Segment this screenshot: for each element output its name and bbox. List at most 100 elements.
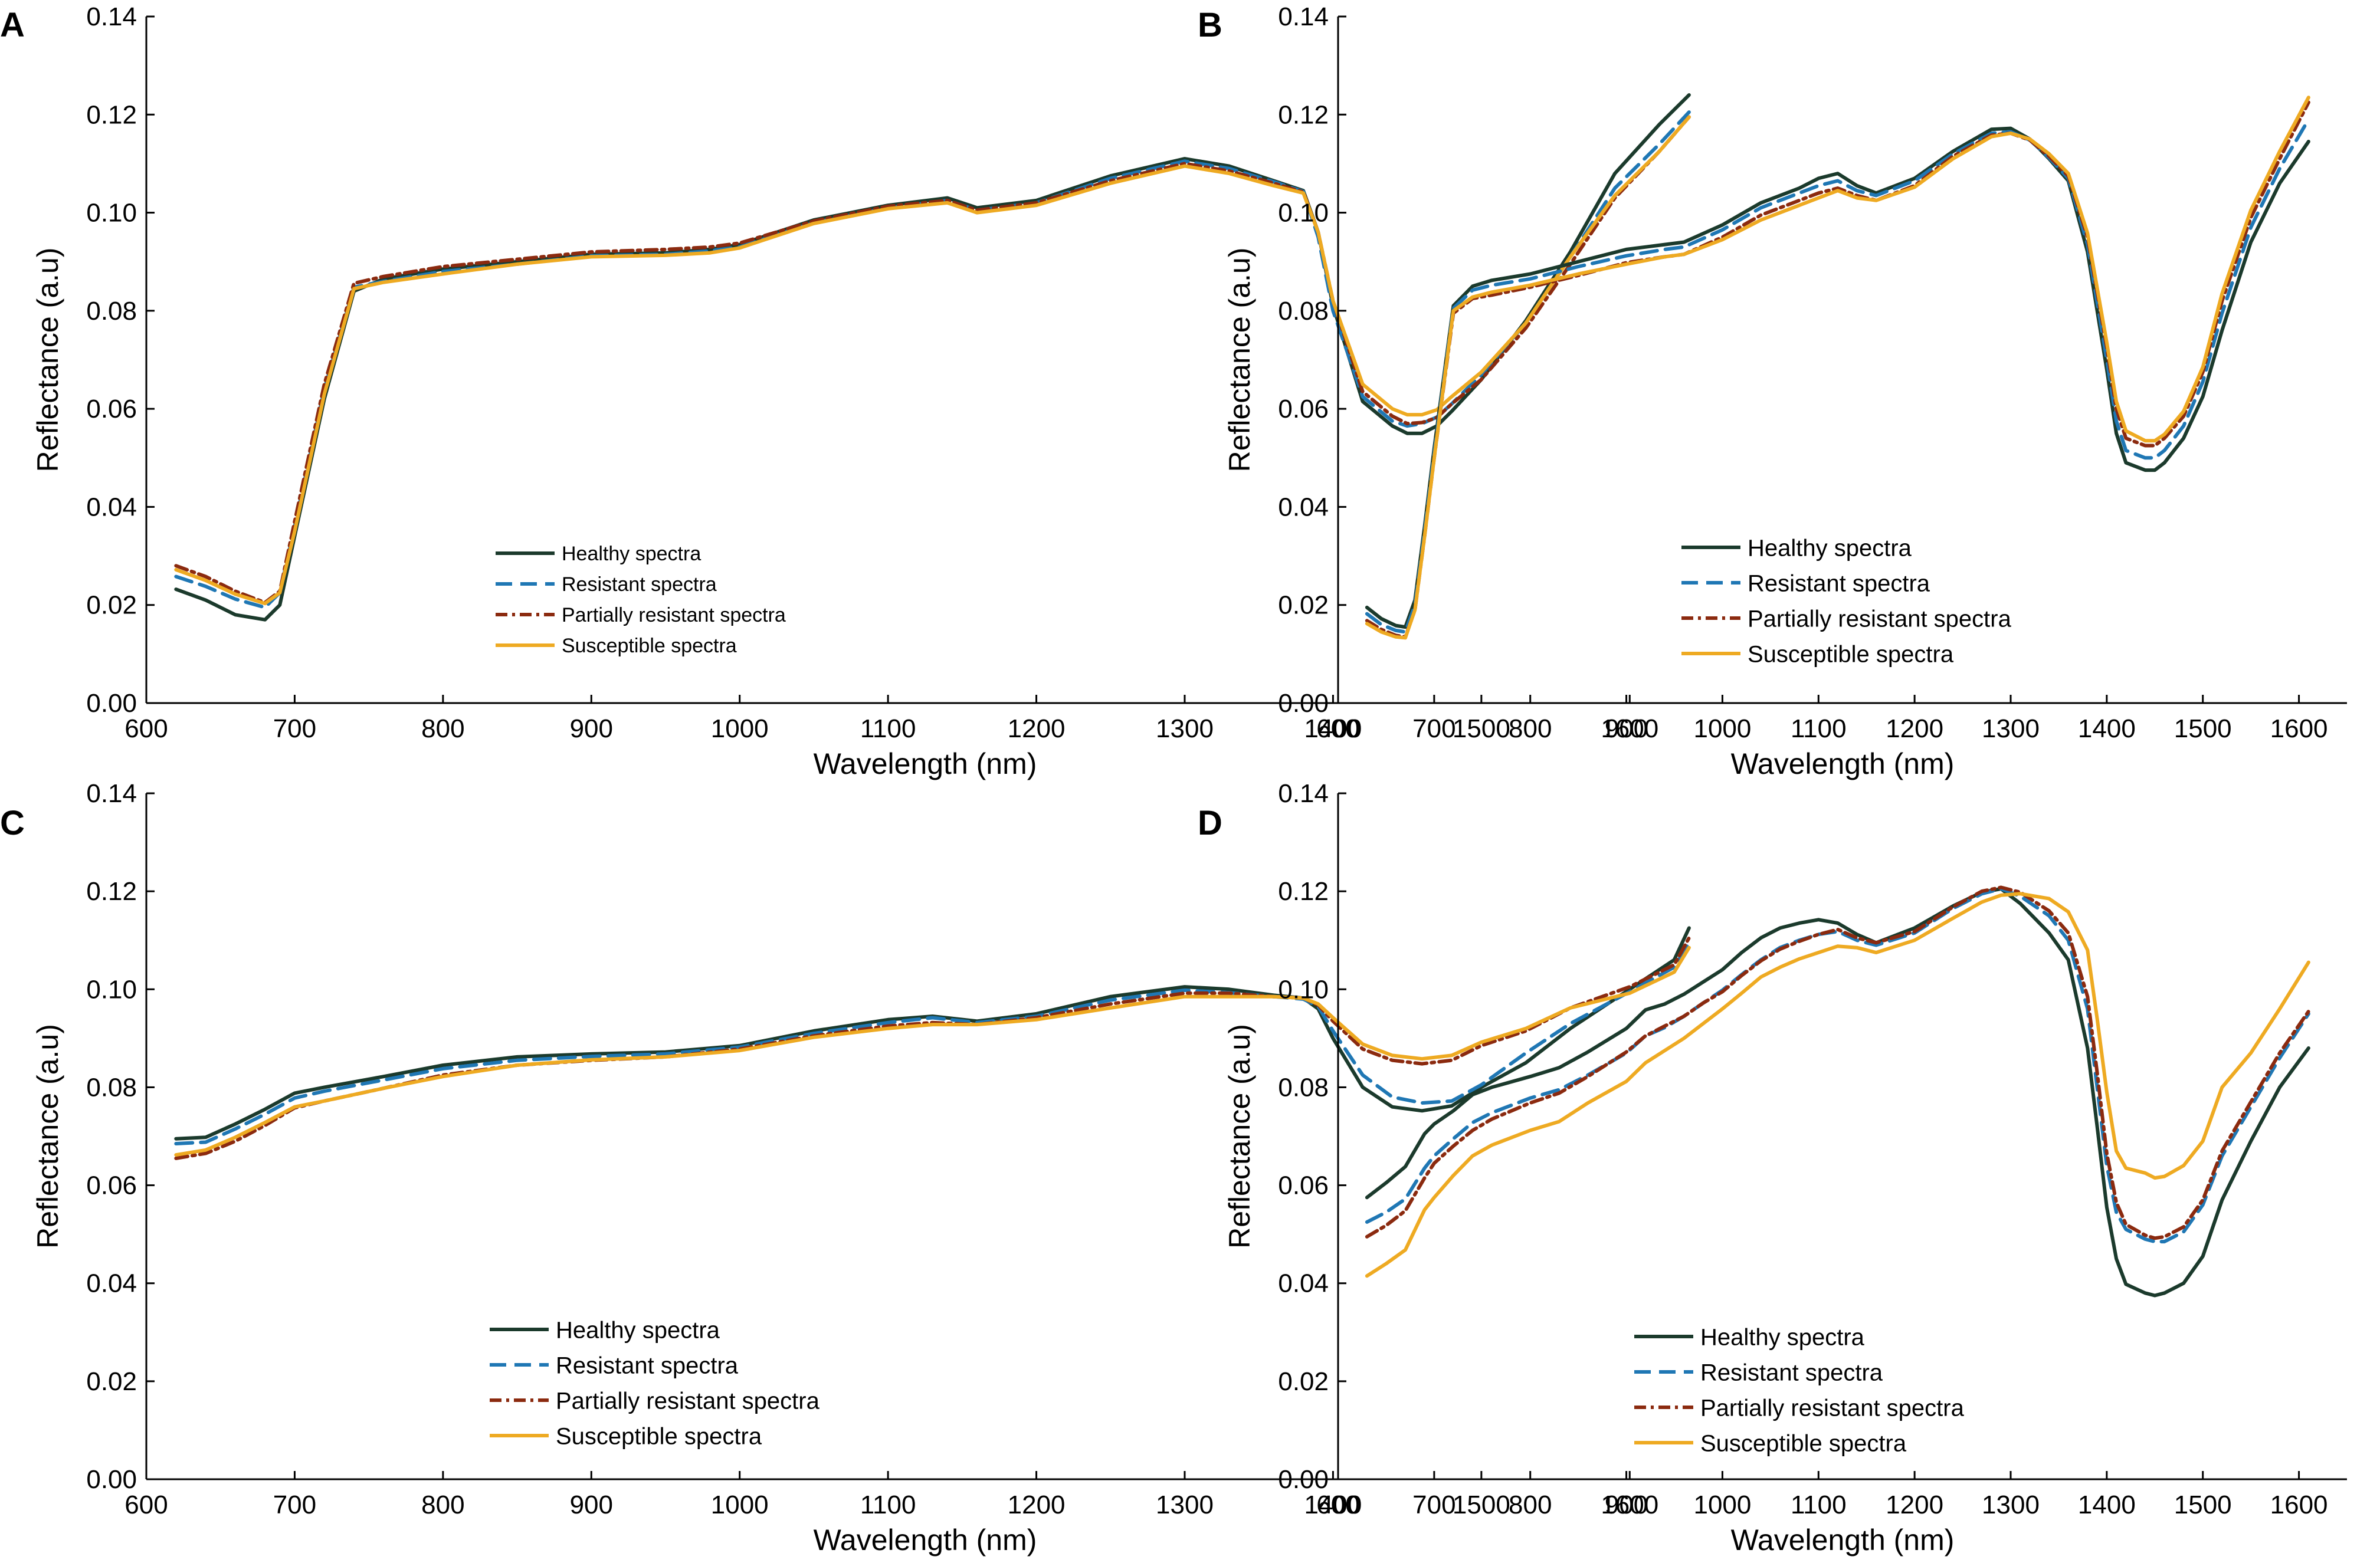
panel-d: D 600 700 800 900 1000 1100 1200 1300 1400 1500 160…: [1198, 779, 2347, 1557]
y-tick-label: 0.04: [1278, 492, 1329, 521]
y-tick-label: 0.00: [86, 689, 137, 718]
y-tick-label: 0.08: [86, 1073, 137, 1102]
series-line-healthy: [1365, 887, 2310, 1298]
series-line-resistant: [1365, 887, 2310, 1244]
y-tick-label: 0.12: [86, 100, 137, 129]
series-line-resistant: [174, 941, 1691, 1145]
legend-label-susceptible: Susceptible spectra: [556, 1423, 762, 1449]
x-tick-label: 1000: [711, 714, 769, 743]
x-tick-label: 1400: [1304, 714, 1362, 743]
legend-label-healthy: Healthy spectra: [1700, 1324, 1865, 1350]
legend-label-partial: Partially resistant spectra: [1700, 1395, 1965, 1421]
x-tick-label: 1300: [1982, 1490, 2040, 1519]
series-line-susceptible: [174, 115, 1691, 606]
x-tick-label: 1600: [2270, 1490, 2328, 1519]
y-tick-label: 0.06: [1278, 1171, 1329, 1200]
x-tick-label: 1500: [2174, 1490, 2232, 1519]
y-tick-label: 0.08: [1278, 297, 1329, 326]
legend-label-susceptible: Susceptible spectra: [1700, 1430, 1907, 1456]
y-tick-label: 0.14: [86, 779, 137, 808]
x-tick-label: 1300: [1156, 1490, 1214, 1519]
x-tick-label: 1000: [1693, 1490, 1751, 1519]
series-line-partial: [1365, 885, 2310, 1240]
y-tick-label: 0.02: [86, 1367, 137, 1396]
x-tick-label: 900: [1605, 714, 1648, 743]
x-axis-title: Wavelength (nm): [814, 747, 1037, 780]
panel-a: A 600 700 800 900 1000 1100 1200 1300 1400 1500 160…: [0, 2, 1704, 780]
x-axis-title: Wavelength (nm): [1731, 747, 1955, 780]
x-tick-label: 1200: [1886, 714, 1943, 743]
y-tick-label: 0.08: [1278, 1073, 1329, 1102]
legend-label-susceptible: Susceptible spectra: [1748, 641, 1954, 667]
y-axis-title: Reflectance (a.u): [1223, 1024, 1256, 1249]
legend-label-partial: Partially resistant spectra: [556, 1388, 820, 1414]
y-tick-label: 0.06: [86, 1171, 137, 1200]
y-tick-label: 0.14: [1278, 779, 1329, 808]
y-tick-label: 0.12: [1278, 877, 1329, 906]
series-line-susceptible: [1365, 892, 2310, 1278]
y-tick-label: 0.08: [86, 297, 137, 326]
x-tick-label: 1100: [860, 714, 916, 743]
y-tick-label: 0.06: [1278, 395, 1329, 423]
panel-letter: A: [0, 6, 25, 44]
y-tick-label: 0.04: [86, 492, 137, 521]
x-tick-label: 600: [124, 1490, 168, 1519]
x-tick-label: 800: [421, 1490, 464, 1519]
y-tick-label: 0.00: [1278, 689, 1329, 718]
x-tick-label: 1200: [1886, 1490, 1943, 1519]
y-axis-title: Reflectance (a.u): [1223, 248, 1256, 472]
x-tick-label: 1500: [2174, 714, 2232, 743]
x-tick-label: 1600: [1601, 1490, 1658, 1519]
panel-c: C 600 700 800 900 1000 1100 1200 1300 1400 1500 160…: [0, 779, 1704, 1557]
y-tick-label: 0.14: [1278, 2, 1329, 31]
x-tick-label: 700: [273, 714, 316, 743]
y-tick-label: 0.10: [1278, 975, 1329, 1004]
x-tick-label: 1600: [1601, 714, 1658, 743]
legend-label-healthy: Healthy spectra: [1748, 535, 1912, 561]
x-tick-label: 700: [1412, 714, 1455, 743]
legend-label-resistant: Resistant spectra: [562, 573, 717, 596]
series-line-partial: [174, 936, 1691, 1160]
x-tick-label: 1000: [1693, 714, 1751, 743]
x-tick-label: 900: [570, 1490, 613, 1519]
x-tick-label: 900: [1605, 1490, 1648, 1519]
y-tick-label: 0.02: [86, 591, 137, 620]
legend-label-partial: Partially resistant spectra: [1748, 606, 2012, 632]
x-tick-label: 1300: [1156, 714, 1214, 743]
x-tick-label: 1100: [1791, 1490, 1847, 1519]
legend-label-resistant: Resistant spectra: [1700, 1360, 1883, 1385]
y-tick-label: 0.14: [86, 2, 137, 31]
legend-label-healthy: Healthy spectra: [562, 543, 701, 565]
panel-b: B 600 700 800 900 1000 1100 1200 1300 1400 1500 160…: [1198, 2, 2347, 780]
series-line-resistant: [174, 110, 1691, 609]
y-tick-label: 0.06: [86, 395, 137, 423]
y-tick-label: 0.10: [1278, 199, 1329, 228]
x-tick-label: 1400: [2078, 1490, 2136, 1519]
legend-label-partial: Partially resistant spectra: [562, 604, 786, 626]
legend-label-susceptible: Susceptible spectra: [562, 635, 737, 657]
x-tick-label: 600: [124, 714, 168, 743]
y-tick-label: 0.02: [1278, 1367, 1329, 1396]
x-tick-label: 900: [570, 714, 613, 743]
x-tick-label: 1000: [711, 1490, 769, 1519]
x-tick-label: 1500: [1453, 714, 1510, 743]
legend-label-resistant: Resistant spectra: [1748, 570, 1930, 596]
y-axis-title: Reflectance (a.u): [31, 248, 64, 472]
y-tick-label: 0.04: [1278, 1269, 1329, 1298]
y-tick-label: 0.00: [86, 1465, 137, 1494]
x-tick-label: 700: [273, 1490, 316, 1519]
y-tick-label: 0.04: [86, 1269, 137, 1298]
x-tick-label: 1500: [1453, 1490, 1510, 1519]
x-tick-label: 1600: [2270, 714, 2328, 743]
x-tick-label: 1200: [1008, 714, 1066, 743]
x-tick-label: 700: [1412, 1490, 1455, 1519]
y-tick-label: 0.02: [1278, 591, 1329, 620]
x-tick-label: 1400: [2078, 714, 2136, 743]
y-axis-title: Reflectance (a.u): [31, 1024, 64, 1249]
x-tick-label: 1100: [1791, 714, 1847, 743]
panel-letter: C: [0, 804, 25, 842]
panel-letter: B: [1198, 6, 1222, 44]
panel-letter: D: [1198, 804, 1222, 842]
series-line-healthy: [174, 93, 1691, 622]
x-tick-label: 1400: [1304, 1490, 1362, 1519]
